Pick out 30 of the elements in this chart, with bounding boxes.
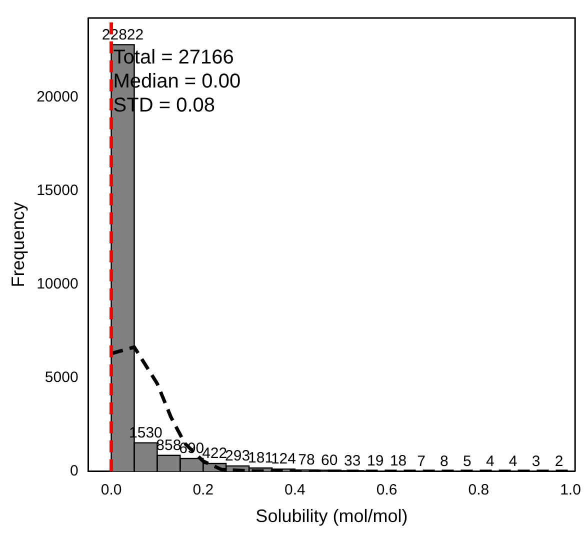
data-label: 3: [532, 452, 540, 470]
data-label: 33: [344, 452, 361, 470]
y-tick-label: 15000: [36, 182, 78, 200]
x-tick-label: 0.4: [284, 482, 306, 499]
data-label: 5: [463, 452, 472, 470]
data-label: 293: [225, 448, 250, 465]
annotation: Total = 27166: [113, 46, 234, 69]
data-label: 2: [554, 453, 564, 470]
x-tick-label: 0.8: [468, 482, 490, 499]
x-tick-label: 0.0: [100, 482, 122, 499]
data-label: 124: [270, 450, 296, 468]
data-label: 4: [486, 452, 494, 470]
x-axis-title: Solubility (mol/mol): [256, 506, 408, 526]
data-label: 4: [508, 452, 518, 470]
data-label: 60: [321, 452, 338, 469]
data-label: 19: [366, 452, 384, 470]
y-tick-label: 5000: [44, 369, 78, 386]
x-tick-label: 0.2: [192, 482, 214, 499]
x-tick-label: 1.0: [560, 482, 581, 499]
data-label: 22822: [102, 26, 144, 44]
data-label: 7: [417, 452, 426, 470]
data-label: 181: [248, 450, 274, 467]
y-tick-label: 20000: [36, 88, 78, 106]
data-label: 78: [298, 452, 315, 469]
y-tick-label: 10000: [36, 276, 78, 293]
data-label: 18: [390, 452, 407, 470]
data-label: 8: [440, 452, 448, 470]
x-tick-label: 0.6: [376, 482, 398, 499]
y-axis-title: Frequency: [8, 202, 28, 288]
y-tick-label: 0: [70, 462, 78, 480]
